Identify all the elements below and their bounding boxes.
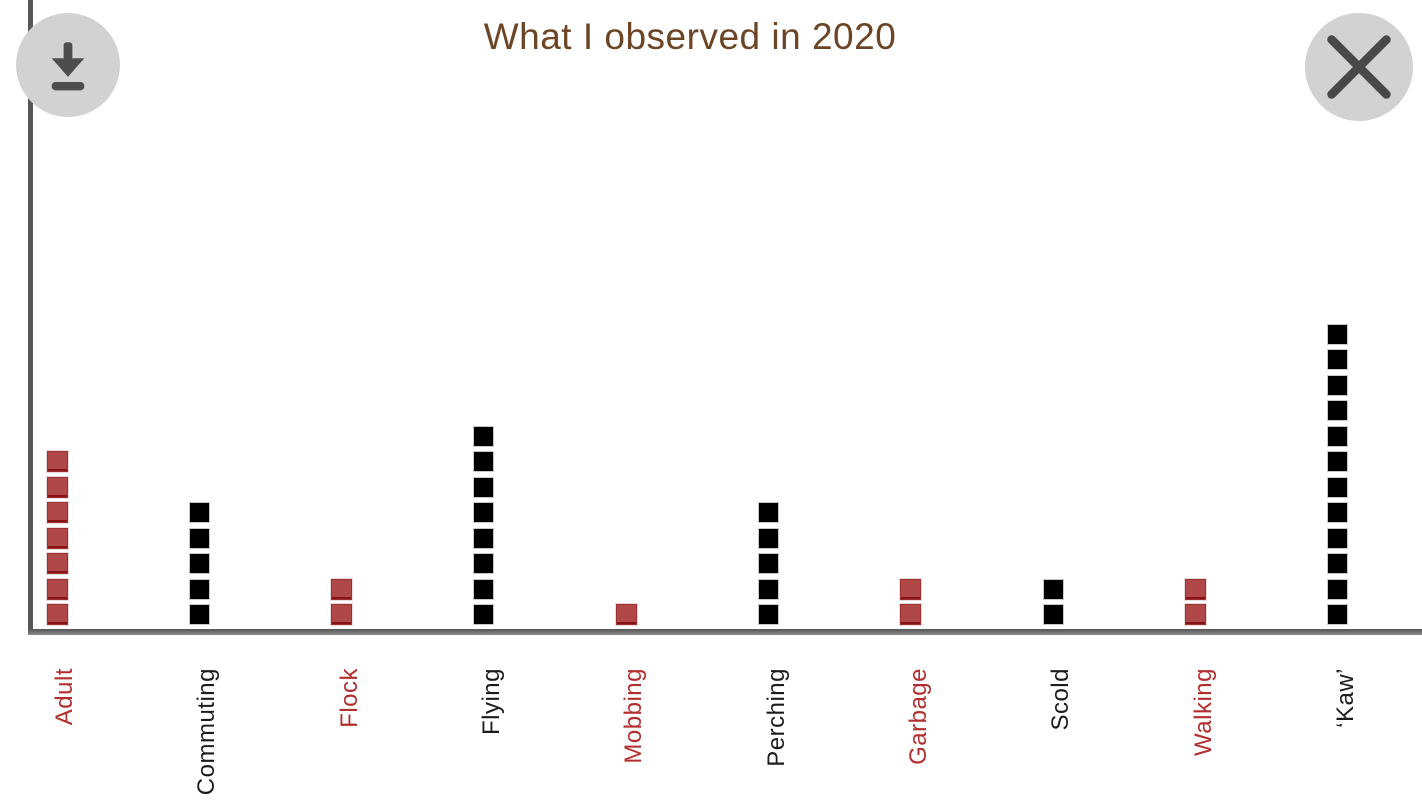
- observation-square: [188, 604, 210, 625]
- chart-title: What I observed in 2020: [483, 16, 897, 57]
- bar-column-mobbing: [615, 604, 637, 625]
- x-label-scold: Scold: [1047, 668, 1075, 731]
- observation-square: [1327, 476, 1349, 498]
- observation-square: [46, 527, 68, 549]
- observation-square: [473, 578, 495, 600]
- bar-column-flying: [473, 425, 495, 625]
- observation-square: [900, 604, 922, 625]
- observation-square: [473, 553, 495, 574]
- download-icon: [37, 34, 99, 96]
- observation-square: [473, 604, 495, 625]
- observation-square: [46, 604, 68, 625]
- observation-square: [1185, 578, 1207, 600]
- observation-square: [46, 476, 68, 498]
- x-axis-line: [28, 629, 1422, 635]
- observation-square: [1327, 400, 1349, 421]
- observation-square: [1327, 578, 1349, 600]
- observation-square: [473, 425, 495, 447]
- observation-square: [615, 604, 637, 625]
- observation-square: [758, 553, 780, 574]
- observation-square: [331, 604, 353, 625]
- observation-square: [1327, 527, 1349, 549]
- bar-column-flock: [331, 578, 353, 625]
- bar-column-adult: [46, 451, 68, 625]
- observation-square: [1327, 604, 1349, 625]
- x-label-flock: Flock: [335, 668, 363, 728]
- observation-square: [900, 578, 922, 600]
- bar-column-walking: [1185, 578, 1207, 625]
- bar-column-scold: [1042, 578, 1064, 625]
- x-label-walking: Walking: [1189, 668, 1217, 756]
- observation-square: [758, 502, 780, 523]
- x-label-perching: Perching: [762, 668, 790, 767]
- observation-square: [188, 527, 210, 549]
- x-label-flying: Flying: [477, 668, 505, 736]
- x-label-commuting: Commuting: [193, 668, 221, 796]
- bar-column-kaw: [1327, 323, 1349, 625]
- close-button[interactable]: [1305, 13, 1413, 121]
- x-label-garbage: Garbage: [904, 668, 932, 765]
- observation-square: [758, 578, 780, 600]
- observation-square: [1327, 323, 1349, 345]
- observation-square: [46, 553, 68, 574]
- observation-square: [188, 553, 210, 574]
- bar-column-garbage: [900, 578, 922, 625]
- x-label-mobbing: Mobbing: [620, 668, 648, 764]
- observation-square: [473, 451, 495, 472]
- observation-square: [758, 527, 780, 549]
- download-button[interactable]: [16, 13, 120, 117]
- observation-square: [758, 604, 780, 625]
- bar-column-perching: [758, 502, 780, 625]
- observation-square: [1042, 578, 1064, 600]
- observation-square: [1042, 604, 1064, 625]
- observation-square: [1327, 451, 1349, 472]
- observation-square: [46, 578, 68, 600]
- observation-square: [1327, 374, 1349, 396]
- observation-square: [188, 502, 210, 523]
- observation-square: [1327, 502, 1349, 523]
- x-label-adult: Adult: [51, 668, 78, 726]
- x-label-kaw: ‘Kaw’: [1331, 668, 1359, 728]
- observation-square: [1327, 349, 1349, 370]
- observation-square: [188, 578, 210, 600]
- y-axis-line: [28, 0, 33, 634]
- observation-square: [473, 527, 495, 549]
- observation-square: [46, 502, 68, 523]
- observation-square: [46, 451, 68, 472]
- close-icon: [1312, 20, 1406, 114]
- observation-square: [1327, 425, 1349, 447]
- observation-square: [1327, 553, 1349, 574]
- bar-column-commuting: [188, 502, 210, 625]
- observation-square: [331, 578, 353, 600]
- observation-square: [473, 502, 495, 523]
- observation-square: [1185, 604, 1207, 625]
- observation-square: [473, 476, 495, 498]
